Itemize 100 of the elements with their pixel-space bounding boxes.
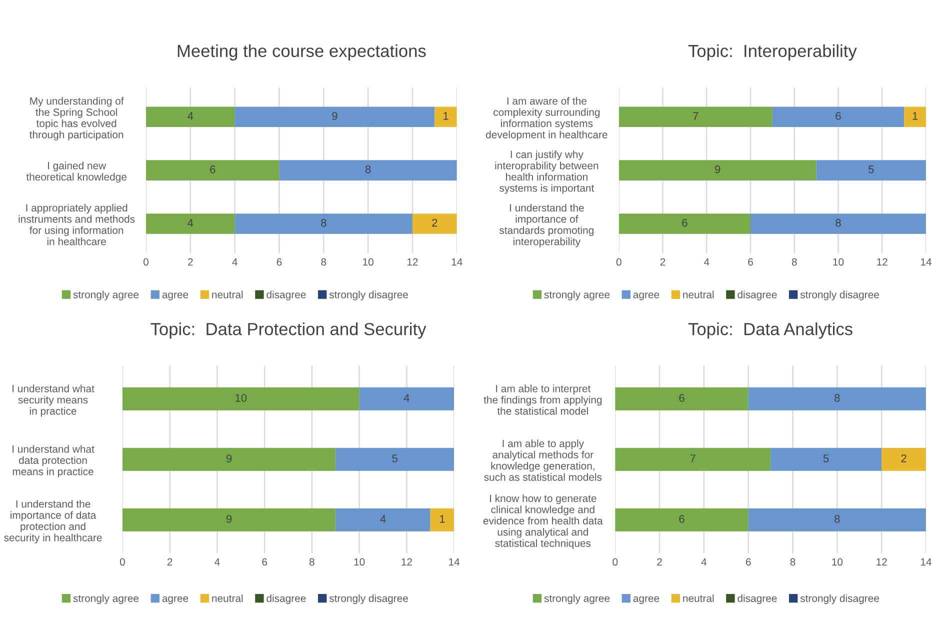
data-label: 5 [392, 454, 398, 462]
bar [336, 448, 454, 471]
x-tick-label: 14 [449, 558, 460, 566]
x-tick-label: 12 [407, 258, 418, 266]
x-tick-label: 6 [262, 558, 268, 566]
bar [434, 106, 457, 128]
legend-label: strongly agree [544, 594, 610, 604]
x-tick-label: 14 [452, 258, 462, 266]
legend-label: strongly agree [73, 290, 139, 300]
bar [816, 160, 926, 180]
bar [615, 508, 748, 532]
bar [359, 387, 454, 410]
legend-label: disagree [266, 290, 306, 300]
bar [750, 214, 926, 234]
x-tick-label: 0 [144, 258, 148, 266]
legend-label: agree [633, 596, 660, 604]
data-label: 4 [380, 515, 386, 523]
data-label: 1 [912, 112, 918, 120]
x-tick-label: 4 [232, 258, 238, 266]
x-tick-label: 14 [920, 258, 932, 266]
bar [615, 387, 748, 410]
x-tick-label: 6 [746, 558, 751, 566]
bar [412, 214, 457, 234]
chart-title: Topic: Interoperability [688, 44, 857, 61]
legend-label: disagree [738, 594, 777, 604]
bar [122, 508, 336, 532]
bar [146, 214, 235, 234]
y-tick-label: I am able to apply analytical methods for knowledge generation, such as statistical models [484, 440, 602, 481]
y-tick-label: My understanding of the Spring School topic has evolved through participation [30, 97, 124, 140]
bar [618, 214, 751, 234]
bar [122, 448, 336, 471]
data-label: 7 [690, 454, 696, 462]
bar [772, 106, 904, 128]
y-tick-label: I understand what security means in practice [12, 384, 94, 417]
x-tick-label: 2 [660, 258, 666, 266]
bar [904, 106, 926, 128]
bar [336, 508, 430, 532]
x-tick-label: 4 [701, 558, 707, 566]
x-tick-label: 10 [354, 558, 365, 566]
x-tick-label: 2 [167, 558, 172, 566]
data-label: 8 [365, 165, 371, 174]
bar [279, 160, 457, 180]
x-tick-label: 10 [833, 258, 844, 266]
bar [122, 387, 360, 410]
data-label: 8 [321, 218, 326, 227]
x-tick-label: 10 [832, 558, 843, 566]
legend-label: neutral [212, 290, 243, 298]
data-label: 1 [444, 112, 448, 120]
x-tick-label: 4 [214, 558, 220, 566]
x-tick-label: 12 [877, 258, 888, 266]
legend-label: strongly agree [73, 594, 139, 604]
data-label: 2 [432, 218, 438, 227]
bar [748, 508, 926, 532]
bar [748, 387, 926, 410]
data-label: 5 [823, 454, 829, 462]
x-tick-label: 6 [276, 258, 282, 266]
bar [234, 106, 435, 128]
x-tick-label: 0 [612, 558, 618, 566]
x-tick-label: 12 [402, 558, 412, 566]
legend-label: strongly disagree [800, 290, 879, 300]
chart-title: Topic: Data Analytics [688, 322, 852, 339]
legend-label: agree [633, 292, 660, 300]
data-label: 6 [679, 514, 684, 523]
data-label: 9 [226, 514, 232, 523]
y-tick-label: I understand what data protection means in practice [12, 445, 94, 478]
x-tick-label: 12 [876, 558, 887, 566]
data-label: 6 [836, 112, 841, 120]
bar [882, 448, 926, 471]
y-tick-label: I gained new theoretical knowledge [26, 162, 126, 183]
data-label: 8 [834, 394, 840, 402]
legend-label: disagree [738, 290, 777, 300]
legend-label: neutral [683, 594, 714, 602]
y-tick-label: I am able to interpret the findings from applying the statistical model [484, 384, 602, 415]
data-label: 1 [440, 515, 445, 523]
legend-label: strongly disagree [329, 290, 408, 300]
x-tick-label: 14 [920, 558, 932, 566]
chart-title: Topic: Data Protection and Security [150, 322, 426, 339]
legend-label: agree [162, 292, 188, 300]
data-label: 8 [836, 218, 841, 227]
legend-label: neutral [683, 290, 714, 298]
data-label: 6 [210, 165, 216, 174]
x-tick-label: 2 [657, 558, 662, 566]
data-label: 6 [682, 218, 688, 227]
data-label: 8 [834, 514, 840, 523]
data-label: 4 [404, 394, 410, 402]
bar [146, 160, 280, 180]
x-tick-label: 8 [790, 558, 796, 566]
x-tick-label: 4 [704, 258, 710, 266]
y-tick-label: I am aware of the complexity surrounding information systems development in healthcare [486, 97, 608, 140]
bar [770, 448, 882, 471]
legend-label: agree [162, 596, 188, 604]
bar [615, 448, 771, 471]
data-label: 9 [332, 112, 338, 120]
x-tick-label: 0 [120, 558, 125, 566]
x-tick-label: 6 [748, 258, 753, 266]
legend-label: disagree [266, 594, 306, 604]
bar [618, 106, 772, 128]
data-label: 4 [188, 218, 194, 227]
bar [146, 106, 235, 128]
x-tick-label: 8 [792, 258, 797, 266]
